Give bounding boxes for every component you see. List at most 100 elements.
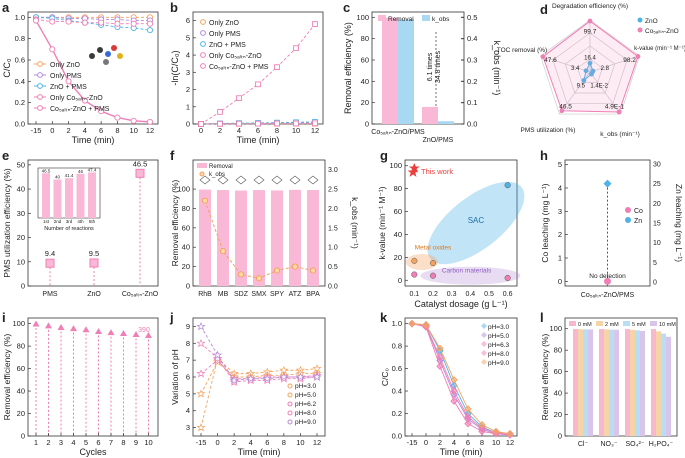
data-point — [145, 332, 152, 339]
removal-bar — [199, 189, 211, 286]
inset-value: 46.5 — [42, 168, 51, 173]
data-point — [217, 109, 223, 115]
x-tick-label: 6 — [265, 438, 269, 447]
panel-letter: d — [540, 2, 548, 17]
x-tick-label: 10 — [292, 126, 300, 135]
legend-marker — [200, 30, 206, 36]
legend-marker — [37, 94, 43, 100]
legend-label: Zn — [634, 218, 642, 225]
data-point — [135, 168, 145, 178]
x-tick-label: 2 — [218, 126, 222, 135]
data-point — [212, 354, 223, 363]
radar-value: 98.2 — [623, 57, 636, 64]
y-tick-label: 4 — [558, 184, 562, 193]
structure-icon — [253, 175, 265, 185]
bar — [630, 329, 635, 436]
structure-icon — [271, 175, 283, 185]
y-tick-label: 80 — [361, 34, 369, 43]
molecule-atom — [89, 53, 95, 59]
radar-point — [540, 54, 546, 60]
panel-letter: j — [169, 310, 174, 325]
data-point — [217, 120, 223, 127]
removal-bar — [271, 190, 283, 286]
panel-e-frame — [27, 159, 159, 287]
data-point — [146, 27, 154, 34]
y-tick-label: 1 — [186, 102, 190, 111]
panel-letter: a — [2, 0, 10, 15]
value-label: 46.5 — [133, 159, 148, 168]
y-tick-label: 0 — [558, 277, 562, 286]
y2-tick-label: 0.0 — [467, 120, 477, 129]
data-point — [279, 372, 289, 381]
radar-axis-label: k-value (min⁻¹ M⁻¹) — [634, 46, 685, 52]
bar — [625, 329, 630, 436]
structure-icon — [217, 175, 229, 185]
data-point — [436, 344, 444, 353]
kobs-bar — [438, 121, 454, 124]
legend-label: pH=8.0 — [488, 351, 510, 358]
x-tick-label: MB — [218, 291, 229, 298]
y-tick-label: 4 — [186, 406, 190, 415]
x-axis-title: Time (min) — [237, 135, 280, 145]
data-point — [429, 260, 437, 267]
bar — [573, 329, 578, 436]
data-point — [450, 387, 458, 395]
x-tick-label: NO₃⁻ — [600, 441, 617, 448]
data-point — [274, 64, 280, 70]
bar — [656, 331, 661, 436]
bar — [583, 329, 588, 436]
data-point — [45, 258, 55, 268]
radar-point — [635, 54, 641, 59]
data-point — [196, 423, 206, 432]
radar-grid — [540, 19, 640, 115]
kobs-point — [201, 197, 209, 204]
inset-tick-label: 5th — [89, 219, 96, 224]
series-line — [411, 323, 511, 435]
y-tick-label: 80 — [394, 184, 402, 193]
data-point — [196, 338, 206, 348]
y-tick-label: 40 — [17, 387, 25, 396]
legend-marker — [37, 61, 43, 67]
data-point — [408, 319, 416, 328]
data-point — [236, 95, 242, 102]
radar-axis-label: TOC removal (%) — [497, 47, 547, 54]
data-point — [436, 362, 444, 371]
removal-bar — [235, 190, 247, 286]
data-point — [114, 20, 121, 27]
y-tick-label: 0.8 — [15, 34, 25, 43]
x-tick-label: 0.3 — [447, 291, 457, 298]
legend-label: Co — [634, 208, 643, 215]
legend-swatch — [623, 321, 630, 326]
removal-bar — [253, 190, 265, 286]
y-tick-label: 100 — [389, 161, 402, 170]
legend-swatch — [378, 15, 386, 21]
x-tick-label: 4 — [249, 438, 253, 447]
legend-swatch — [650, 321, 657, 326]
annotation: 6.1 times — [427, 52, 434, 81]
radar-value: 46.5 — [559, 104, 572, 111]
y2-axis-title: k_obs (min⁻¹) — [492, 41, 502, 96]
y2-axis-title: Zn leaching (mg L⁻¹) — [674, 184, 684, 262]
data-point — [70, 325, 77, 332]
legend-label: Only Co₅ₐₗₜₙ-ZnO — [50, 95, 103, 102]
y-axis-title: PMS utilization efficiency (%) — [2, 168, 12, 278]
data-point — [45, 322, 52, 329]
inset-bar — [65, 178, 73, 218]
legend-marker — [481, 341, 487, 347]
legend-label: Only ZnO — [209, 20, 240, 27]
y-tick-label: 0 — [186, 282, 190, 291]
data-point — [146, 118, 154, 125]
y2-tick-label: 0.0 — [328, 284, 338, 291]
x-tick-label: 12 — [311, 126, 319, 135]
y2-tick-label: 0.3 — [467, 56, 477, 65]
data-point — [82, 326, 90, 333]
y2-tick-label: 2.0 — [328, 206, 338, 213]
y-tick-label: 40 — [554, 389, 562, 398]
y2-tick-label: 2.5 — [328, 187, 338, 194]
bar — [588, 329, 593, 436]
legend-label: 2 mM — [605, 322, 619, 328]
radar-point — [559, 108, 565, 114]
y-tick-label: 60 — [394, 207, 402, 216]
legend-marker — [625, 207, 631, 213]
